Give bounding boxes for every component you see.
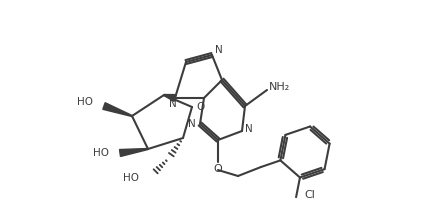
Text: NH₂: NH₂: [269, 82, 291, 92]
Polygon shape: [164, 95, 176, 101]
Polygon shape: [120, 148, 148, 156]
Text: O: O: [214, 164, 222, 174]
Text: HO: HO: [77, 97, 93, 107]
Text: N: N: [215, 45, 223, 55]
Text: HO: HO: [93, 148, 109, 158]
Polygon shape: [103, 103, 132, 117]
Text: O: O: [196, 102, 204, 112]
Text: Cl: Cl: [304, 190, 315, 200]
Text: N: N: [188, 119, 196, 129]
Text: N: N: [169, 99, 177, 109]
Text: HO: HO: [123, 173, 139, 183]
Text: N: N: [245, 124, 253, 134]
